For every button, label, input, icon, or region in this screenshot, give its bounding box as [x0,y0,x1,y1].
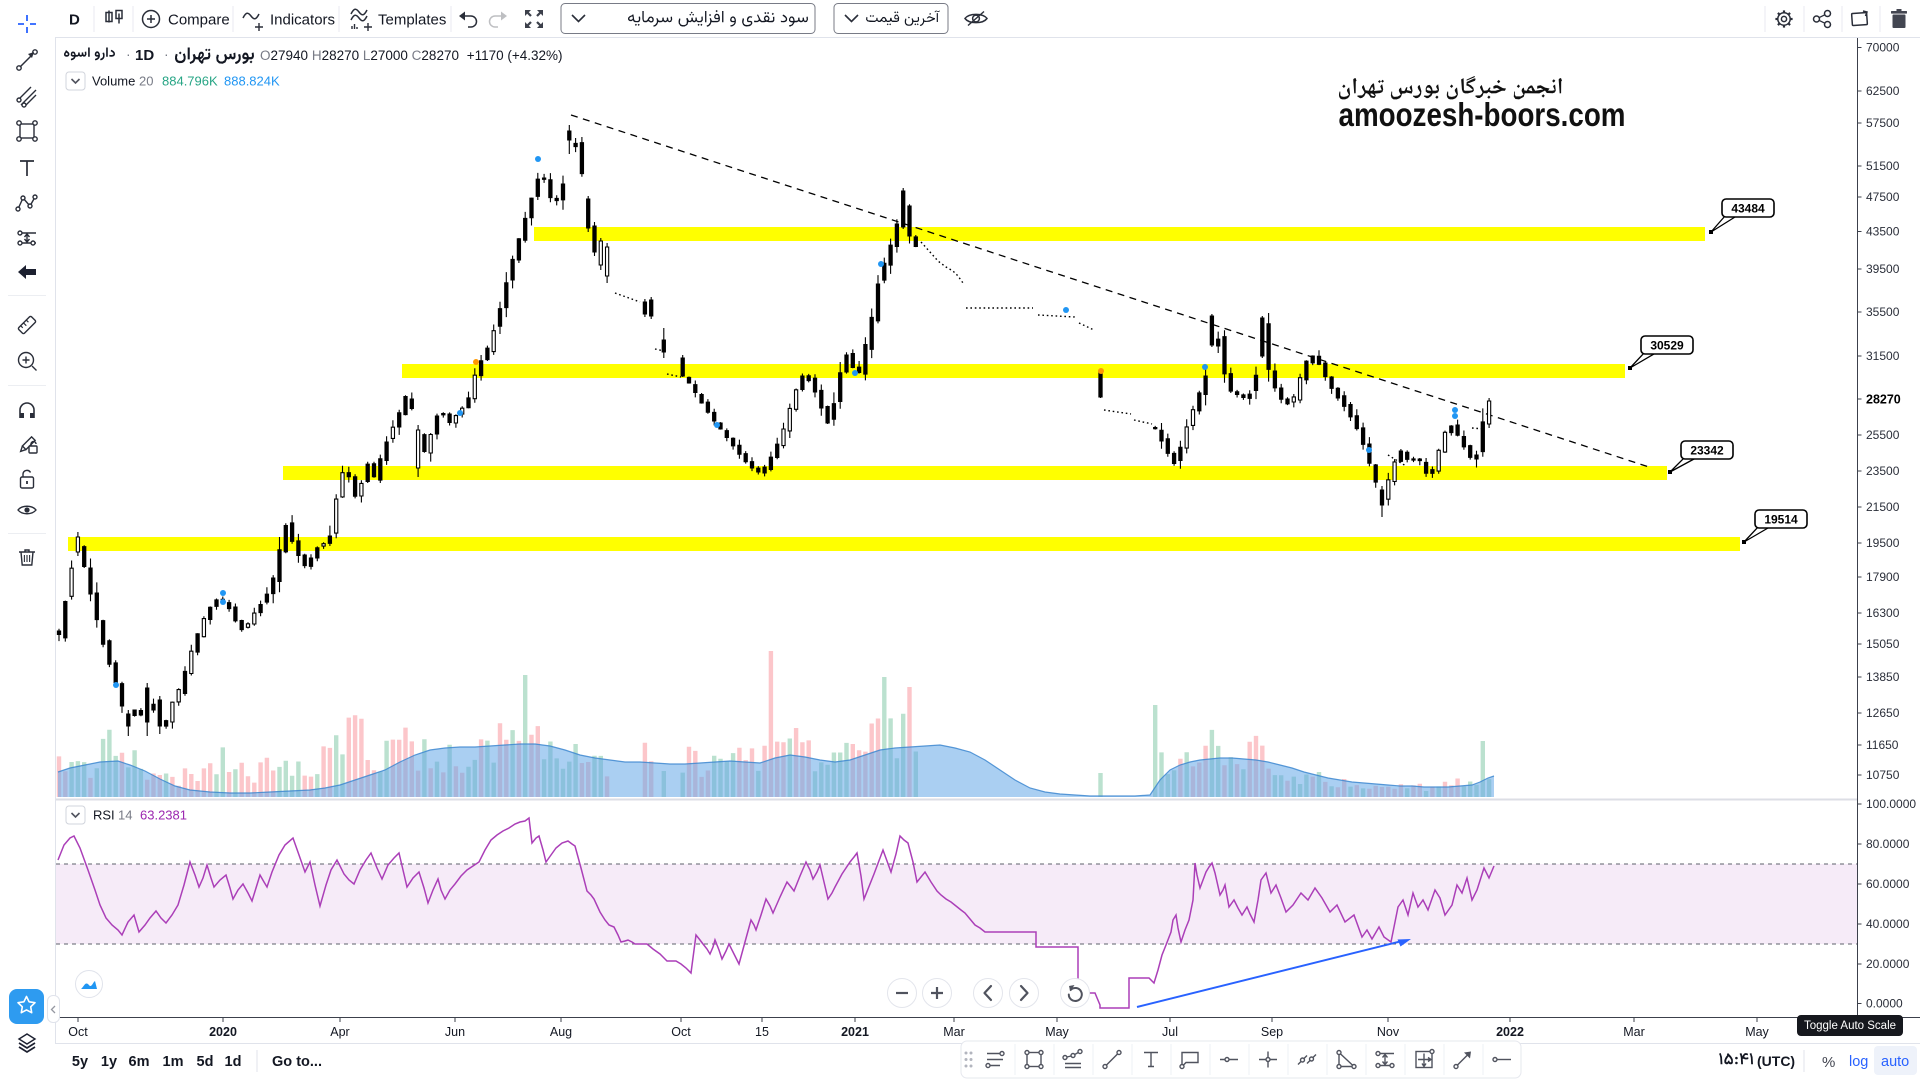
svg-text:O27940 H28270 L27000 C28270 +1: O27940 H28270 L27000 C28270 +1170 (+4.32… [260,48,563,63]
svg-text:Indicators: Indicators [270,12,335,29]
svg-text:11650: 11650 [1866,738,1899,752]
svg-text:Sep: Sep [1261,1025,1283,1039]
svg-text:15050: 15050 [1866,637,1900,651]
svg-text:60.0000: 60.0000 [1866,877,1910,891]
svg-text:0.0000: 0.0000 [1866,997,1903,1011]
svg-text:80.0000: 80.0000 [1866,837,1910,851]
svg-text:May: May [1045,1025,1069,1039]
svg-text:19514: 19514 [1764,513,1798,527]
svg-text:amoozesh-boors.com: amoozesh-boors.com [1339,96,1626,133]
svg-text:21500: 21500 [1866,500,1900,514]
svg-text:·: · [126,46,131,62]
svg-text:888.824K: 888.824K [224,74,280,89]
svg-text:100.0000: 100.0000 [1866,797,1916,811]
svg-text:15: 15 [755,1025,769,1039]
svg-text:14: 14 [118,808,132,823]
svg-text:2020: 2020 [209,1025,237,1039]
svg-text:23500: 23500 [1866,464,1900,478]
svg-text:62500: 62500 [1866,84,1900,98]
svg-text:Compare: Compare [168,12,230,29]
svg-text:Apr: Apr [330,1025,349,1039]
svg-text:47500: 47500 [1866,190,1900,204]
svg-text:D: D [69,12,80,29]
svg-text:40.0000: 40.0000 [1866,917,1910,931]
svg-text:Mar: Mar [943,1025,965,1039]
svg-text:35500: 35500 [1866,305,1900,319]
svg-text:31500: 31500 [1866,349,1900,363]
svg-text:RSI: RSI [93,808,115,823]
svg-text:May: May [1745,1025,1769,1039]
svg-text:Templates: Templates [378,12,446,29]
svg-text:20.0000: 20.0000 [1866,957,1910,971]
svg-text:13850: 13850 [1866,670,1900,684]
svg-text:57500: 57500 [1866,116,1900,130]
svg-text:23342: 23342 [1690,444,1724,458]
svg-text:·: · [164,46,169,62]
svg-text:17900: 17900 [1866,570,1900,584]
svg-text:63.2381: 63.2381 [140,808,187,823]
svg-text:10750: 10750 [1866,768,1900,782]
svg-text:Oct: Oct [68,1025,88,1039]
svg-text:Jul: Jul [1162,1025,1178,1039]
svg-text:70000: 70000 [1866,41,1900,55]
svg-text:2022: 2022 [1496,1025,1524,1039]
svg-text:43500: 43500 [1866,225,1900,239]
svg-text:Mar: Mar [1623,1025,1645,1039]
svg-text:Aug: Aug [550,1025,572,1039]
svg-text:Nov: Nov [1377,1025,1400,1039]
svg-text:12650: 12650 [1866,706,1900,720]
svg-text:43484: 43484 [1731,202,1765,216]
svg-text:Jun: Jun [445,1025,465,1039]
svg-text:884.796K: 884.796K [162,74,218,89]
svg-text:Oct: Oct [671,1025,691,1039]
svg-text:1D: 1D [135,47,154,64]
svg-text:20: 20 [139,74,153,89]
svg-text:39500: 39500 [1866,262,1900,276]
svg-text:2021: 2021 [841,1025,869,1039]
svg-text:19500: 19500 [1866,536,1900,550]
svg-text:Volume: Volume [92,74,135,89]
svg-text:51500: 51500 [1866,159,1900,173]
svg-text:25500: 25500 [1866,428,1900,442]
svg-text:30529: 30529 [1650,339,1684,353]
svg-text:16300: 16300 [1866,606,1900,620]
svg-text:28270: 28270 [1866,393,1901,407]
